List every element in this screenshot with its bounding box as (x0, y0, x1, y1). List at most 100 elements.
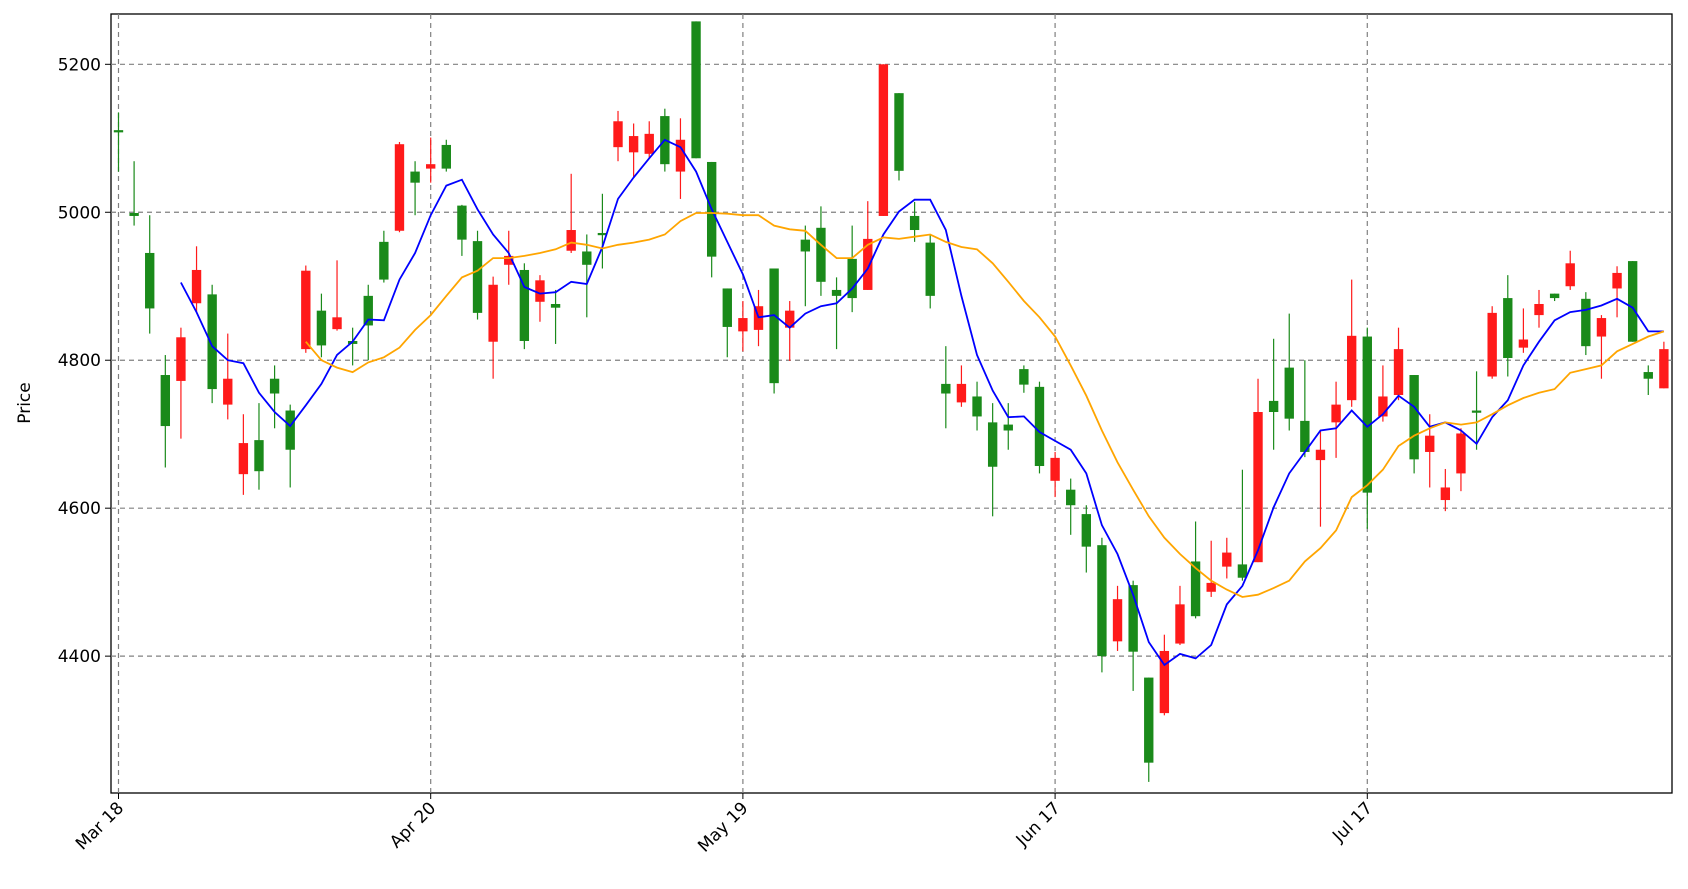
x-tick-label: Mar 18 (72, 798, 128, 854)
candle-body (301, 270, 311, 350)
candle-body (738, 318, 748, 332)
candle-body (1471, 410, 1482, 413)
moving-average (180, 138, 1664, 667)
candle-body (285, 410, 295, 450)
candle-body (1144, 677, 1154, 763)
candle-body (441, 144, 451, 169)
candle-body (987, 422, 998, 467)
candle-body (1378, 396, 1388, 417)
y-tick-label: 5000 (58, 203, 101, 223)
candle-body (1081, 514, 1091, 547)
candle-body (113, 130, 124, 133)
candle-body (519, 269, 530, 341)
candle-body (1346, 335, 1357, 401)
y-tick-label: 4800 (58, 351, 101, 371)
candle-body (675, 139, 686, 172)
candle-body (254, 440, 264, 472)
candle-body (1596, 318, 1607, 337)
candle-body (1612, 272, 1622, 289)
candle-body (1440, 487, 1451, 501)
candle-body (1300, 420, 1310, 452)
candle-body (145, 252, 155, 309)
candle-body (176, 337, 186, 381)
candle-body (332, 317, 342, 330)
candle-body (223, 378, 233, 405)
candle-body (878, 64, 889, 216)
candle-body (1222, 552, 1232, 567)
candle-body (1627, 261, 1638, 342)
y-axis-label: Price (15, 382, 35, 423)
candle-body (1050, 457, 1060, 481)
candle-body (1190, 561, 1201, 617)
candle-body (1362, 336, 1372, 493)
candle-body (863, 238, 873, 290)
candle-body (1534, 303, 1544, 316)
x-tick-label: Jul 17 (1328, 798, 1376, 846)
moving-average (305, 212, 1665, 598)
candle-body (550, 303, 561, 308)
candle-body (535, 280, 545, 302)
y-tick-label: 5200 (58, 55, 101, 75)
candle-body (566, 230, 576, 251)
candle-body (1409, 375, 1419, 460)
candle-body (1206, 582, 1216, 592)
x-tick-label: May 19 (694, 798, 752, 856)
candle-body (582, 251, 592, 265)
candle-body (1643, 372, 1653, 379)
candle-body (410, 171, 420, 183)
candle-body (1331, 404, 1341, 423)
candle-body (1487, 312, 1497, 377)
candle-body (504, 255, 514, 265)
candle-body (1284, 367, 1294, 419)
candle-body (1268, 400, 1279, 413)
candle-body (816, 227, 826, 282)
candle-body (1175, 604, 1185, 644)
candle-body (1456, 433, 1466, 474)
candle-body (1003, 424, 1013, 431)
candle-body (207, 294, 217, 390)
candle-body (956, 383, 967, 403)
candle-body (363, 295, 373, 326)
candle-body (785, 310, 795, 328)
candle-body (972, 396, 982, 417)
candle-body (457, 205, 467, 240)
candle-body (1393, 349, 1404, 395)
candle-body (894, 93, 904, 171)
candle-body (909, 215, 920, 231)
candle-body (597, 232, 608, 236)
candle-body (644, 133, 654, 154)
candle-body (691, 21, 701, 159)
candle-body (394, 144, 405, 231)
candle-body (1503, 298, 1513, 359)
candle-body (1518, 339, 1529, 348)
candle-body (1097, 545, 1107, 657)
candle-body (847, 258, 857, 299)
y-tick-label: 4600 (58, 499, 101, 519)
candle-body (1565, 263, 1575, 287)
plot-frame (110, 13, 1673, 794)
candle-body (769, 268, 779, 384)
candle-body (1066, 489, 1076, 506)
candle-body (1034, 386, 1045, 467)
candle-body (831, 289, 842, 296)
candle-body (1019, 369, 1029, 385)
candle-body (1128, 585, 1138, 652)
candle-body (1425, 435, 1435, 452)
candle-body (722, 288, 732, 327)
candle-body (191, 269, 202, 304)
candle-body (628, 136, 639, 153)
candle-body (269, 378, 280, 394)
candle-body (160, 375, 171, 427)
candle-body (941, 383, 951, 394)
x-tick-label: Jun 17 (1012, 798, 1065, 851)
candle-body (316, 310, 327, 346)
candle-body (800, 239, 811, 252)
candle-body (1581, 298, 1591, 347)
candle-body (1659, 349, 1669, 389)
candle-body (1112, 599, 1123, 642)
candle-body (1237, 564, 1248, 578)
candle-body (379, 241, 389, 280)
candle-body (613, 121, 623, 148)
candle-body (1253, 412, 1263, 563)
